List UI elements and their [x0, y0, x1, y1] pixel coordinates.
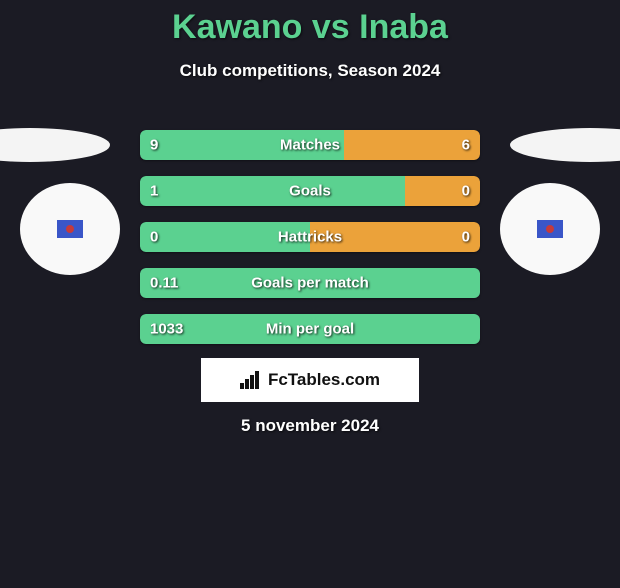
stat-value-left: 0	[150, 229, 158, 246]
stat-value-right: 6	[462, 137, 470, 154]
stat-row: 1033 Min per goal	[140, 314, 480, 344]
stat-row: 9 Matches 6	[140, 130, 480, 160]
player2-name: Inaba	[359, 8, 448, 46]
player1-avatar	[20, 183, 120, 275]
stat-row: 1 Goals 0	[140, 176, 480, 206]
stat-value-right: 0	[462, 229, 470, 246]
stat-label: Hattricks	[278, 229, 342, 246]
stat-value-left: 1	[150, 183, 158, 200]
stat-label: Min per goal	[266, 321, 354, 338]
flag-icon	[57, 220, 83, 238]
stat-label: Goals	[289, 183, 331, 200]
logo-text: FcTables.com	[268, 370, 380, 390]
stat-row: 0 Hattricks 0	[140, 222, 480, 252]
player1-name: Kawano	[172, 8, 302, 46]
stat-bar-right	[344, 130, 480, 160]
player2-avatar	[500, 183, 600, 275]
stat-value-left: 1033	[150, 321, 183, 338]
stat-row: 0.11 Goals per match	[140, 268, 480, 298]
decoration-oval-right	[510, 128, 620, 162]
subtitle: Club competitions, Season 2024	[0, 61, 620, 81]
date-text: 5 november 2024	[241, 416, 379, 436]
stat-value-right: 0	[462, 183, 470, 200]
stat-label: Matches	[280, 137, 340, 154]
flag-icon	[537, 220, 563, 238]
stat-value-left: 9	[150, 137, 158, 154]
logo-box: FcTables.com	[201, 358, 419, 402]
comparison-title: Kawano vs Inaba	[0, 8, 620, 47]
stat-bars-container: 9 Matches 6 1 Goals 0 0 Hattricks 0 0.11 Goals per…	[140, 130, 480, 360]
stat-bar-left	[140, 176, 405, 206]
vs-text: vs	[312, 8, 350, 46]
stat-label: Goals per match	[251, 275, 369, 292]
bars-icon	[240, 371, 262, 389]
decoration-oval-left	[0, 128, 110, 162]
stat-value-left: 0.11	[150, 275, 178, 292]
